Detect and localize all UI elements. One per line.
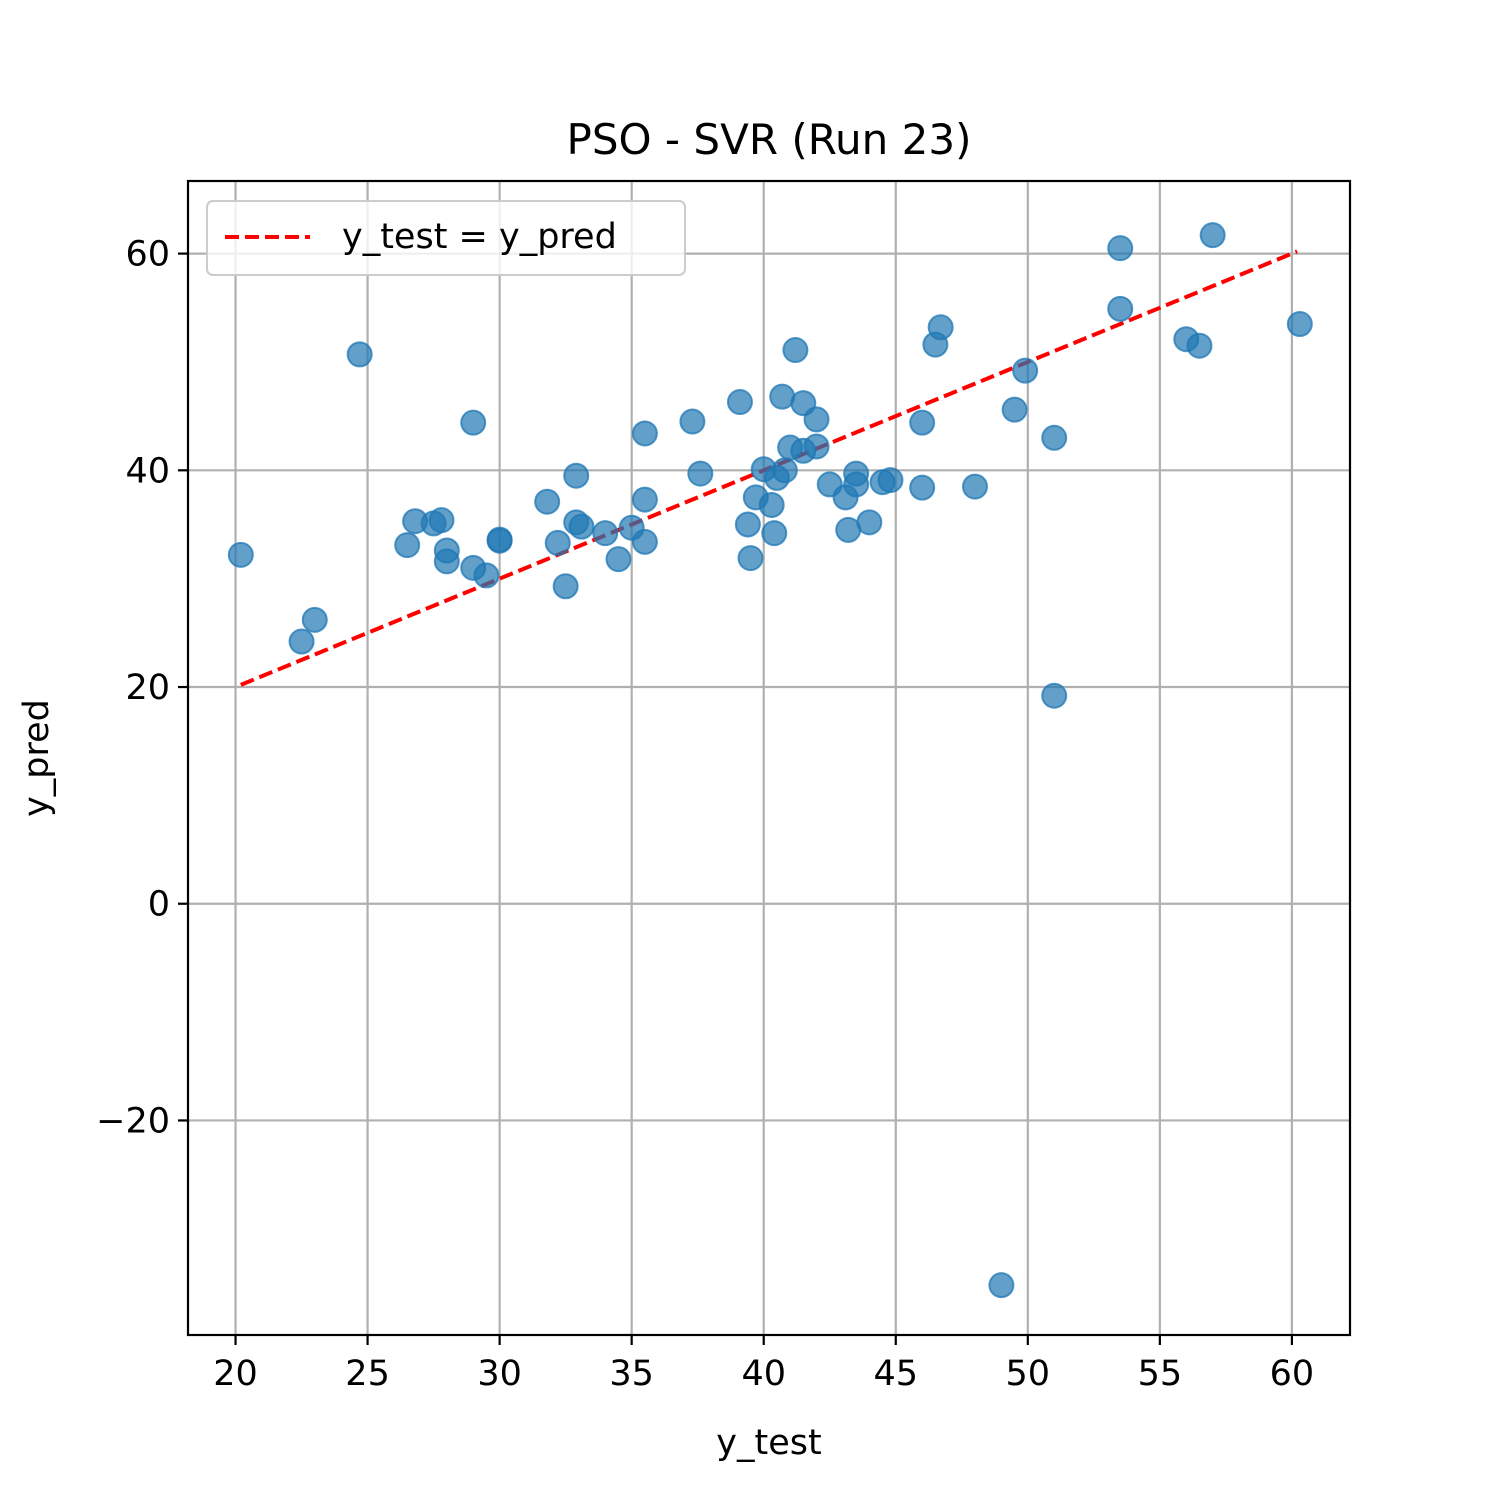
- scatter-point: [631, 486, 658, 513]
- scatter-point: [687, 460, 714, 487]
- x-tick-label: 35: [609, 1354, 654, 1394]
- scatter-point: [679, 408, 706, 435]
- x-tick-label: 45: [873, 1354, 918, 1394]
- legend-entry-label: y_test = y_pred: [342, 217, 617, 257]
- scatter-point: [961, 473, 988, 500]
- scatter-point: [605, 546, 632, 573]
- x-axis-label: y_test: [716, 1423, 821, 1463]
- scatter-point: [568, 513, 595, 540]
- scatter-point: [1001, 396, 1028, 423]
- scatter-point: [927, 314, 954, 341]
- scatter-point: [761, 520, 788, 547]
- legend-box: [206, 200, 686, 276]
- scatter-point: [782, 337, 809, 364]
- scatter-point: [1286, 311, 1313, 338]
- scatter-point: [631, 528, 658, 555]
- scatter-point: [877, 467, 904, 494]
- scatter-point: [592, 520, 619, 547]
- scatter-point: [534, 488, 561, 515]
- scatter-point: [803, 433, 830, 460]
- scatter-point: [1107, 295, 1134, 322]
- y-tick-label: 60: [125, 235, 170, 275]
- scatter-point: [771, 457, 798, 484]
- scatter-point: [428, 507, 455, 534]
- grid: [188, 181, 1350, 1335]
- x-tick-label: 20: [213, 1354, 258, 1394]
- scatter-point: [631, 420, 658, 447]
- scatter-point: [988, 1272, 1015, 1299]
- scatter-point: [288, 628, 315, 655]
- scatter-point: [909, 409, 936, 436]
- scatter-point: [473, 562, 500, 589]
- scatter-point: [552, 573, 579, 600]
- scatter-point: [346, 341, 373, 368]
- x-tick-label: 55: [1138, 1354, 1183, 1394]
- y-tick-label: 40: [125, 451, 170, 491]
- y-axis-label: y_pred: [17, 699, 57, 817]
- scatter-point: [726, 389, 753, 416]
- scatter-point: [909, 474, 936, 501]
- scatter-point: [394, 532, 421, 559]
- scatter-point: [1199, 222, 1226, 249]
- scatter-point: [843, 471, 870, 498]
- scatter-point: [1012, 357, 1039, 384]
- scatter-point: [803, 406, 830, 433]
- scatter-point: [563, 462, 590, 489]
- scatter-point: [1041, 682, 1068, 709]
- x-tick-label: 40: [741, 1354, 786, 1394]
- scatter-point: [1186, 332, 1213, 359]
- scatter-point: [856, 509, 883, 536]
- scatter-point: [758, 491, 785, 518]
- x-tick-label: 50: [1006, 1354, 1051, 1394]
- scatter-point: [301, 606, 328, 633]
- scatter-point: [544, 529, 571, 556]
- y-tick-label: 20: [125, 668, 170, 708]
- y-axis-ticks: −20 0 20 40 60: [96, 235, 188, 1141]
- scatter-point: [460, 409, 487, 436]
- chart-title: PSO - SVR (Run 23): [567, 115, 972, 164]
- scatter-point: [737, 545, 764, 572]
- y-tick-label: −20: [96, 1101, 170, 1141]
- legend: y_test = y_pred: [206, 200, 686, 276]
- scatter-point: [227, 541, 254, 568]
- scatter-point: [486, 526, 513, 553]
- x-tick-label: 25: [345, 1354, 390, 1394]
- x-tick-label: 30: [477, 1354, 522, 1394]
- scatter-point: [1107, 235, 1134, 262]
- x-axis-ticks: 20 25 30 35 40 45 50 55 60: [213, 1335, 1314, 1394]
- scatter-point: [1041, 424, 1068, 451]
- x-tick-label: 60: [1270, 1354, 1315, 1394]
- y-tick-label: 0: [148, 885, 170, 925]
- plot-frame: [186, 179, 1352, 1337]
- scatter-point: [734, 511, 761, 538]
- data-points: [227, 222, 1313, 1299]
- scatter-point: [433, 548, 460, 575]
